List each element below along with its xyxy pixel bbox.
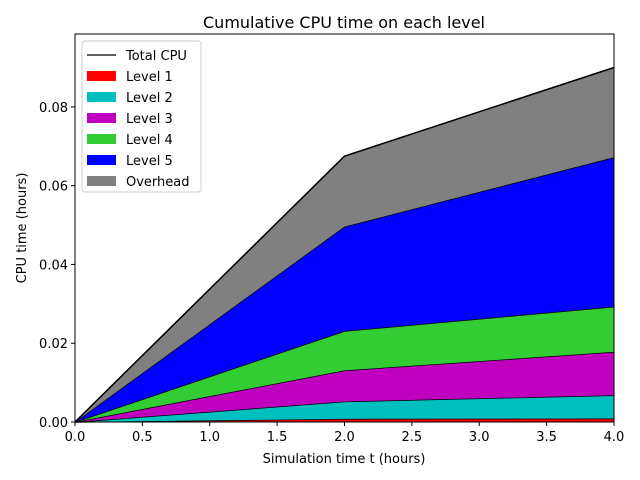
x-tick-label: 1.0 [199, 430, 220, 445]
x-axis: 0.0 0.5 1.0 1.5 2.0 2.5 3.0 3.5 4.0 [65, 422, 625, 445]
y-tick-label: 0.00 [39, 416, 68, 431]
x-tick-label: 0.0 [65, 430, 86, 445]
x-tick-label: 1.5 [267, 430, 288, 445]
total-cpu-line [74, 67, 615, 423]
legend-swatch-level-3 [87, 113, 116, 123]
legend-label-level-3: Level 3 [126, 112, 173, 127]
area-overhead [75, 67, 614, 422]
area-level-5 [75, 157, 614, 422]
legend-swatch-level-1 [87, 71, 116, 81]
y-axis: 0.00 0.02 0.04 0.06 0.08 [39, 101, 75, 431]
y-tick-label: 0.04 [39, 258, 68, 273]
legend-label-level-5: Level 5 [126, 154, 173, 169]
x-tick-label: 2.5 [402, 430, 423, 445]
legend-label-overhead: Overhead [126, 175, 190, 190]
chart-title: Cumulative CPU time on each level [203, 13, 485, 32]
area-level-2 [75, 395, 614, 422]
y-tick-label: 0.06 [39, 180, 68, 195]
area-level-4 [75, 306, 614, 422]
x-tick-label: 3.0 [469, 430, 490, 445]
stacked-areas [74, 66, 615, 423]
legend-swatch-level-2 [87, 92, 116, 102]
legend-swatch-overhead [87, 176, 116, 186]
legend-swatch-level-5 [87, 155, 116, 165]
y-tick-label: 0.08 [39, 101, 68, 116]
x-tick-label: 2.0 [334, 430, 355, 445]
legend-swatch-level-4 [87, 134, 116, 144]
y-axis-label: CPU time (hours) [15, 173, 30, 284]
y-tick-label: 0.02 [39, 337, 68, 352]
legend-label-level-1: Level 1 [126, 70, 173, 85]
legend-label-level-4: Level 4 [126, 133, 173, 148]
x-tick-label: 0.5 [132, 430, 153, 445]
legend-label-level-2: Level 2 [126, 91, 173, 106]
x-axis-label: Simulation time t (hours) [263, 452, 426, 467]
area-level-3 [75, 351, 614, 422]
x-tick-label: 4.0 [604, 430, 625, 445]
x-tick-label: 3.5 [536, 430, 557, 445]
legend-label-total-cpu: Total CPU [125, 49, 187, 64]
plot-frame [74, 33, 615, 423]
legend: Total CPU Level 1 Level 2 Level 3 Level 4 Lev… [81, 40, 202, 193]
